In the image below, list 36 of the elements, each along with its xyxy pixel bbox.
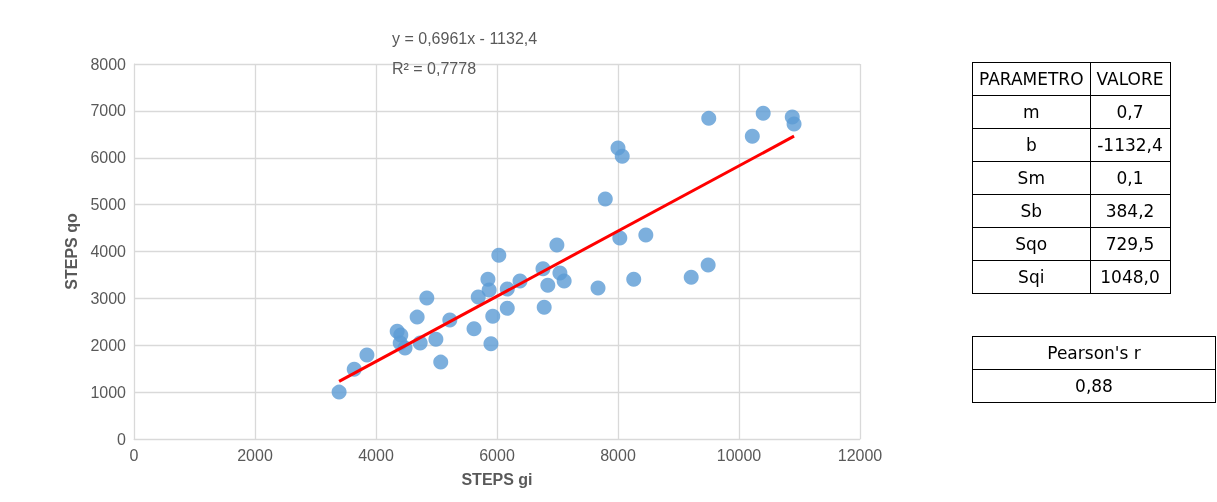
y-tick-label: 5000	[90, 196, 127, 214]
category-label: Sqi	[972, 260, 1091, 294]
y-tick-label: 4000	[90, 243, 127, 260]
text: 0,7	[1116, 102, 1144, 122]
text: VALORE	[1090, 62, 1171, 96]
x-tick-label: 12000	[837, 446, 883, 464]
text: 729,5	[1105, 234, 1155, 254]
y-axis-title: STEPS qo	[63, 213, 81, 290]
y-tick-label: 8000	[90, 55, 127, 73]
y-tick-label: 2000	[90, 336, 127, 354]
y-tick-label: 7000	[90, 102, 127, 120]
y-tick-label: 0	[117, 430, 127, 448]
category-label: b	[972, 128, 1091, 162]
x-tick-label: 4000	[358, 446, 394, 464]
category-label: Sqo	[972, 227, 1091, 261]
text: 0,88	[1075, 376, 1113, 396]
x-axis-title: STEPS gi	[461, 470, 533, 488]
x-tick-label: 2000	[237, 446, 273, 464]
x-tick-label: 8000	[600, 446, 636, 464]
category-label: Sb	[972, 194, 1091, 228]
x-tick-label: 10000	[716, 446, 762, 464]
y-tick-label: 3000	[90, 289, 127, 307]
text: 0,1	[1116, 168, 1144, 188]
x-tick-label: 6000	[479, 446, 515, 464]
y-tick-label: 1000	[90, 383, 127, 401]
text: PARAMETRO	[972, 62, 1091, 96]
text: y = 0,6961x - 1132,4	[392, 29, 538, 47]
y-tick-label: 6000	[90, 149, 127, 167]
text: 384,2	[1105, 201, 1155, 221]
category-label: Sm	[972, 161, 1091, 195]
category-label: m	[972, 95, 1091, 129]
x-tick-label: 0	[129, 446, 139, 464]
category-label: Pearson's r	[972, 336, 1216, 370]
text: -1132,4	[1097, 135, 1163, 155]
annotation: R² = 0,7778	[392, 59, 477, 77]
text: 1048,0	[1100, 267, 1160, 287]
